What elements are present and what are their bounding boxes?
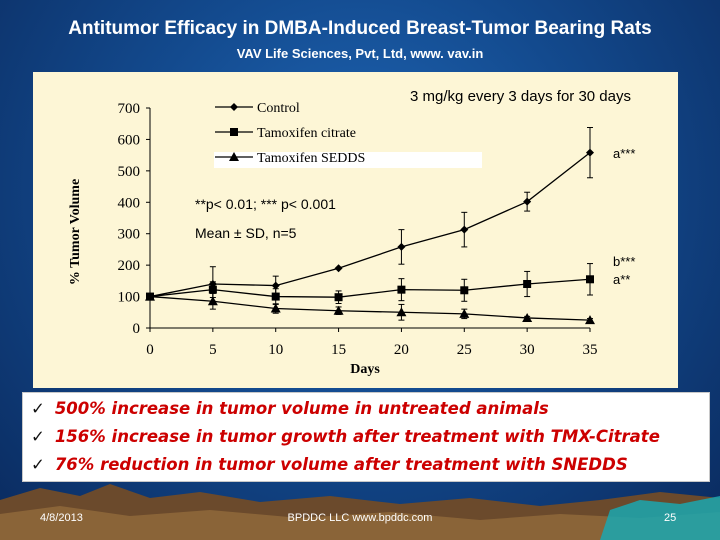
y-tick-label: 700 xyxy=(118,101,141,117)
slide-subtitle: VAV Life Sciences, Pvt, Ltd, www. vav.in xyxy=(236,46,484,61)
triangle-marker xyxy=(522,312,533,322)
legend-highlight xyxy=(214,152,482,168)
summary-bullets: ✓ 500% increase in tumor volume in untrea… xyxy=(22,392,710,482)
y-tick-label: 300 xyxy=(118,227,141,243)
legend-label: Control xyxy=(257,101,300,116)
stats-note: Mean ± SD, n=5 xyxy=(195,225,297,241)
triangle-marker xyxy=(207,296,218,306)
footer-page-number: 25 xyxy=(664,512,677,524)
checkmark-icon: ✓ xyxy=(31,399,45,418)
diamond-marker xyxy=(523,197,532,206)
mountain-landscape xyxy=(0,484,720,540)
y-tick-label: 0 xyxy=(133,321,141,337)
bullet-item: ✓ 156% increase in tumor growth after tre… xyxy=(31,427,660,446)
significance-note: **p< 0.01; *** p< 0.001 xyxy=(195,196,336,212)
y-axis-label: % Tumor Volume xyxy=(68,179,83,285)
diamond-marker xyxy=(230,103,238,111)
footer-organization: BPDDC LLC www.bpddc.com xyxy=(287,512,433,524)
triangle-marker xyxy=(585,315,595,325)
y-tick-label: 400 xyxy=(118,195,141,211)
checkmark-icon: ✓ xyxy=(31,427,45,446)
x-tick-label: 0 xyxy=(146,342,154,358)
triangle-marker xyxy=(229,152,239,161)
slide-title: Antitumor Efficacy in DMBA-Induced Breas… xyxy=(68,18,652,39)
triangle-marker xyxy=(270,303,281,313)
footer-date: 4/8/2013 xyxy=(40,512,83,524)
tumor-volume-chart: 0 100 200 300 400 500 600 700 0 5 10 15 20 25 30 35 Con… xyxy=(68,88,635,377)
triangle-marker xyxy=(145,291,155,301)
square-marker xyxy=(523,280,532,288)
bullet-text: 76% reduction in tumor volume after trea… xyxy=(54,455,628,474)
x-tick-label: 25 xyxy=(457,342,472,358)
tmx-significance-label-1: b*** xyxy=(613,254,635,269)
square-marker xyxy=(397,285,406,294)
y-tick-label: 100 xyxy=(118,290,141,306)
y-tick-label: 600 xyxy=(118,132,141,148)
x-tick-label: 10 xyxy=(268,342,283,358)
diamond-marker xyxy=(334,264,343,273)
square-marker xyxy=(586,275,594,284)
chart-title: 3 mg/kg every 3 days for 30 days xyxy=(410,88,631,105)
bullet-item: ✓ 500% increase in tumor volume in untrea… xyxy=(31,399,549,418)
square-marker xyxy=(230,128,238,136)
checkmark-icon: ✓ xyxy=(31,455,45,474)
square-marker xyxy=(460,286,469,295)
triangle-marker xyxy=(396,307,407,317)
series-line xyxy=(149,278,591,298)
series-line xyxy=(149,152,591,298)
square-marker xyxy=(271,292,280,301)
bullet-text: 156% increase in tumor growth after trea… xyxy=(54,427,660,446)
x-tick-label: 35 xyxy=(583,342,598,358)
diamond-marker xyxy=(271,281,280,290)
tmx-significance-label-2: a** xyxy=(613,272,630,287)
triangle-marker xyxy=(333,305,344,315)
bullet-text: 500% increase in tumor volume in untreat… xyxy=(54,399,549,418)
y-tick-label: 500 xyxy=(118,164,141,180)
legend-label: Tamoxifen SEDDS xyxy=(257,151,365,166)
x-tick-label: 15 xyxy=(331,342,346,358)
x-axis-label: Days xyxy=(350,362,380,377)
square-marker xyxy=(208,285,217,294)
x-tick-label: 30 xyxy=(520,342,535,358)
control-significance-label: a*** xyxy=(613,146,635,161)
square-marker xyxy=(334,293,343,302)
triangle-marker xyxy=(459,308,470,318)
series-line xyxy=(149,295,591,321)
y-tick-label: 200 xyxy=(118,258,141,274)
series-tamoxifen-sedds xyxy=(145,291,595,325)
x-tick-label: 20 xyxy=(394,342,409,358)
legend-label: Tamoxifen citrate xyxy=(257,126,356,141)
diamond-marker xyxy=(586,148,594,157)
bullet-item: ✓ 76% reduction in tumor volume after tre… xyxy=(31,455,628,474)
diamond-marker xyxy=(460,225,469,234)
x-tick-label: 5 xyxy=(209,342,217,358)
diamond-marker xyxy=(397,242,406,251)
chart-panel: 0 100 200 300 400 500 600 700 0 5 10 15 20 25 30 35 Con… xyxy=(33,72,678,388)
